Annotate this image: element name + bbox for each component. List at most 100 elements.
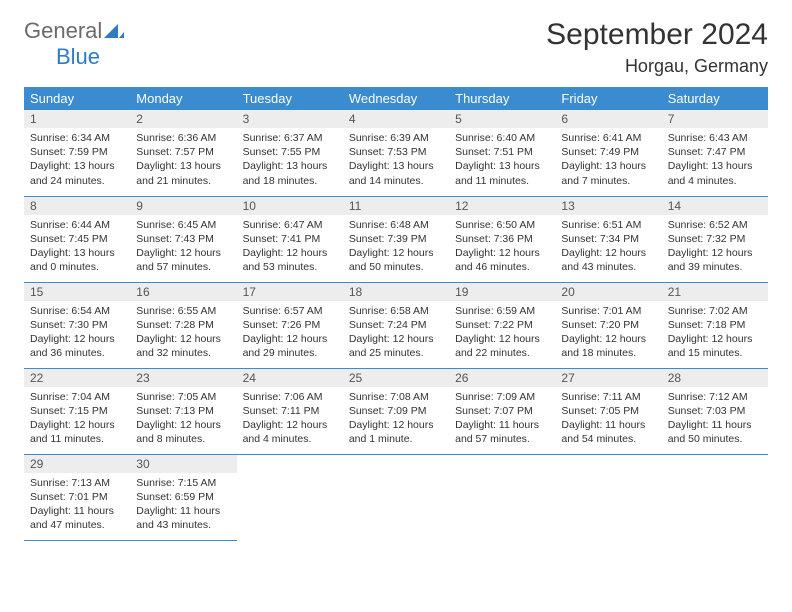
day-body: Sunrise: 6:48 AMSunset: 7:39 PMDaylight:… [343,215,449,279]
calendar-cell-empty [555,454,661,540]
day-body: Sunrise: 6:54 AMSunset: 7:30 PMDaylight:… [24,301,130,365]
day-number: 4 [343,110,449,128]
calendar-cell: 9Sunrise: 6:45 AMSunset: 7:43 PMDaylight… [130,196,236,282]
day-body: Sunrise: 6:39 AMSunset: 7:53 PMDaylight:… [343,128,449,192]
calendar-cell: 25Sunrise: 7:08 AMSunset: 7:09 PMDayligh… [343,368,449,454]
day-number: 17 [237,283,343,301]
calendar-cell: 3Sunrise: 6:37 AMSunset: 7:55 PMDaylight… [237,110,343,196]
day-number: 25 [343,369,449,387]
weekday-header: Sunday [24,87,130,110]
calendar-cell: 12Sunrise: 6:50 AMSunset: 7:36 PMDayligh… [449,196,555,282]
weekday-header: Monday [130,87,236,110]
day-body: Sunrise: 7:06 AMSunset: 7:11 PMDaylight:… [237,387,343,451]
day-number: 5 [449,110,555,128]
calendar-cell: 15Sunrise: 6:54 AMSunset: 7:30 PMDayligh… [24,282,130,368]
calendar-cell: 29Sunrise: 7:13 AMSunset: 7:01 PMDayligh… [24,454,130,540]
day-number: 16 [130,283,236,301]
day-number: 8 [24,197,130,215]
calendar-cell: 11Sunrise: 6:48 AMSunset: 7:39 PMDayligh… [343,196,449,282]
day-number: 2 [130,110,236,128]
logo-sail-icon [104,22,124,43]
day-body: Sunrise: 6:50 AMSunset: 7:36 PMDaylight:… [449,215,555,279]
calendar-cell: 14Sunrise: 6:52 AMSunset: 7:32 PMDayligh… [662,196,768,282]
day-body: Sunrise: 6:44 AMSunset: 7:45 PMDaylight:… [24,215,130,279]
logo-text: General Blue [24,18,124,70]
calendar-cell: 30Sunrise: 7:15 AMSunset: 6:59 PMDayligh… [130,454,236,540]
calendar-cell: 23Sunrise: 7:05 AMSunset: 7:13 PMDayligh… [130,368,236,454]
day-number: 7 [662,110,768,128]
logo-word1: General [24,18,102,43]
logo: General Blue [24,18,124,70]
day-number: 20 [555,283,661,301]
day-number: 15 [24,283,130,301]
day-body: Sunrise: 7:02 AMSunset: 7:18 PMDaylight:… [662,301,768,365]
weekday-header: Friday [555,87,661,110]
calendar-cell-empty [449,454,555,540]
page: General Blue September 2024 Horgau, Germ… [0,0,792,612]
day-body: Sunrise: 6:58 AMSunset: 7:24 PMDaylight:… [343,301,449,365]
day-number: 26 [449,369,555,387]
day-number: 10 [237,197,343,215]
calendar-cell: 1Sunrise: 6:34 AMSunset: 7:59 PMDaylight… [24,110,130,196]
day-number: 6 [555,110,661,128]
day-body: Sunrise: 6:40 AMSunset: 7:51 PMDaylight:… [449,128,555,192]
weekday-header-row: SundayMondayTuesdayWednesdayThursdayFrid… [24,87,768,110]
calendar-cell: 26Sunrise: 7:09 AMSunset: 7:07 PMDayligh… [449,368,555,454]
day-number: 14 [662,197,768,215]
calendar-cell: 28Sunrise: 7:12 AMSunset: 7:03 PMDayligh… [662,368,768,454]
day-number: 9 [130,197,236,215]
calendar-cell: 19Sunrise: 6:59 AMSunset: 7:22 PMDayligh… [449,282,555,368]
day-number: 1 [24,110,130,128]
day-body: Sunrise: 6:47 AMSunset: 7:41 PMDaylight:… [237,215,343,279]
day-number: 28 [662,369,768,387]
calendar-cell: 17Sunrise: 6:57 AMSunset: 7:26 PMDayligh… [237,282,343,368]
day-number: 13 [555,197,661,215]
calendar-cell: 21Sunrise: 7:02 AMSunset: 7:18 PMDayligh… [662,282,768,368]
day-body: Sunrise: 6:45 AMSunset: 7:43 PMDaylight:… [130,215,236,279]
day-number: 11 [343,197,449,215]
day-body: Sunrise: 6:55 AMSunset: 7:28 PMDaylight:… [130,301,236,365]
calendar-cell: 4Sunrise: 6:39 AMSunset: 7:53 PMDaylight… [343,110,449,196]
day-body: Sunrise: 7:09 AMSunset: 7:07 PMDaylight:… [449,387,555,451]
day-body: Sunrise: 6:36 AMSunset: 7:57 PMDaylight:… [130,128,236,192]
day-body: Sunrise: 6:43 AMSunset: 7:47 PMDaylight:… [662,128,768,192]
day-body: Sunrise: 7:13 AMSunset: 7:01 PMDaylight:… [24,473,130,537]
calendar-cell: 10Sunrise: 6:47 AMSunset: 7:41 PMDayligh… [237,196,343,282]
day-body: Sunrise: 6:52 AMSunset: 7:32 PMDaylight:… [662,215,768,279]
calendar-cell-empty [662,454,768,540]
calendar-cell-empty [343,454,449,540]
calendar-cell: 22Sunrise: 7:04 AMSunset: 7:15 PMDayligh… [24,368,130,454]
day-number: 12 [449,197,555,215]
weekday-header: Thursday [449,87,555,110]
day-number: 21 [662,283,768,301]
day-body: Sunrise: 7:12 AMSunset: 7:03 PMDaylight:… [662,387,768,451]
day-number: 30 [130,455,236,473]
day-body: Sunrise: 7:05 AMSunset: 7:13 PMDaylight:… [130,387,236,451]
day-body: Sunrise: 6:57 AMSunset: 7:26 PMDaylight:… [237,301,343,365]
day-number: 24 [237,369,343,387]
day-number: 29 [24,455,130,473]
header: General Blue September 2024 Horgau, Germ… [24,18,768,77]
logo-word2: Blue [56,44,100,69]
weekday-header: Wednesday [343,87,449,110]
calendar-cell: 2Sunrise: 6:36 AMSunset: 7:57 PMDaylight… [130,110,236,196]
day-body: Sunrise: 7:15 AMSunset: 6:59 PMDaylight:… [130,473,236,537]
day-body: Sunrise: 6:59 AMSunset: 7:22 PMDaylight:… [449,301,555,365]
calendar-cell: 8Sunrise: 6:44 AMSunset: 7:45 PMDaylight… [24,196,130,282]
calendar-cell-empty [237,454,343,540]
day-body: Sunrise: 6:41 AMSunset: 7:49 PMDaylight:… [555,128,661,192]
calendar-cell: 20Sunrise: 7:01 AMSunset: 7:20 PMDayligh… [555,282,661,368]
month-title: September 2024 [546,18,768,52]
title-block: September 2024 Horgau, Germany [546,18,768,77]
day-number: 19 [449,283,555,301]
calendar-cell: 7Sunrise: 6:43 AMSunset: 7:47 PMDaylight… [662,110,768,196]
day-body: Sunrise: 7:08 AMSunset: 7:09 PMDaylight:… [343,387,449,451]
calendar-cell: 16Sunrise: 6:55 AMSunset: 7:28 PMDayligh… [130,282,236,368]
day-number: 23 [130,369,236,387]
weekday-header: Saturday [662,87,768,110]
day-body: Sunrise: 6:51 AMSunset: 7:34 PMDaylight:… [555,215,661,279]
calendar-cell: 27Sunrise: 7:11 AMSunset: 7:05 PMDayligh… [555,368,661,454]
day-number: 18 [343,283,449,301]
calendar-table: SundayMondayTuesdayWednesdayThursdayFrid… [24,87,768,541]
weekday-header: Tuesday [237,87,343,110]
